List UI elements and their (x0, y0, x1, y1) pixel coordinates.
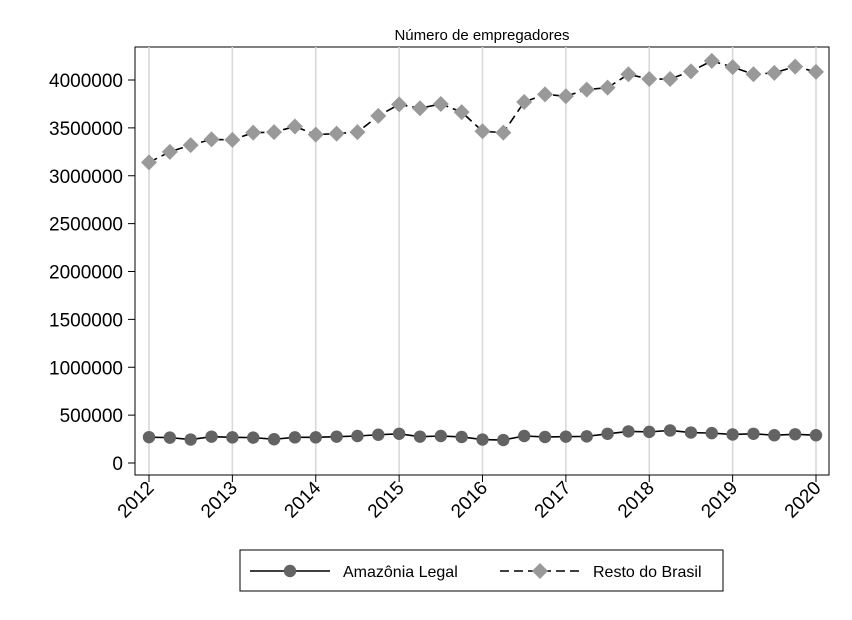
data-point (372, 428, 385, 441)
data-point (351, 429, 364, 443)
data-point (349, 124, 366, 141)
data-point (808, 63, 824, 80)
data-point (411, 100, 428, 117)
data-point (643, 425, 656, 439)
y-tick-label: 4000000 (49, 71, 123, 92)
data-point (601, 427, 614, 440)
data-point (517, 429, 531, 443)
y-tick-label: 3000000 (49, 167, 123, 188)
data-point (495, 124, 512, 141)
data-point (578, 81, 595, 98)
data-point (309, 431, 322, 444)
data-point (142, 430, 156, 444)
data-point (559, 430, 573, 443)
data-point (474, 123, 491, 140)
data-point (620, 66, 637, 83)
x-tick-label: 2014 (281, 477, 326, 522)
grid-lines (148, 47, 817, 475)
legend-marker (283, 564, 297, 578)
data-point (413, 430, 427, 443)
data-point (622, 425, 635, 438)
series-0 (142, 424, 823, 447)
data-point (703, 52, 720, 69)
data-point (662, 71, 679, 88)
data-point (184, 433, 197, 446)
data-point (557, 88, 574, 105)
x-tick-label: 2017 (531, 478, 576, 523)
data-point (205, 430, 218, 443)
x-tick-label: 2015 (364, 478, 409, 523)
data-point (726, 428, 739, 441)
data-point (370, 107, 387, 124)
x-tick-label: 2020 (781, 478, 826, 523)
data-point (432, 95, 449, 112)
y-axis: 0 500000 1000000 1500000 2000000 2500000 30000… (49, 47, 136, 475)
chart-title: Número de empregadores (394, 27, 569, 44)
x-axis: 2012 2013 2014 2015 2016 2017 2018 2019 2020 (114, 474, 829, 523)
x-tick-label: 2016 (447, 478, 492, 523)
data-point (684, 426, 698, 439)
data-point (286, 118, 303, 135)
legend: Amazônia Legal Resto do Brasil (239, 549, 724, 592)
x-tick-label: 2018 (614, 478, 659, 523)
data-point (455, 430, 468, 444)
data-point (580, 430, 593, 443)
data-point (182, 137, 199, 154)
data-point (788, 428, 802, 441)
legend-entry: Resto do Brasil (500, 563, 702, 581)
data-point (809, 429, 823, 442)
data-point (663, 424, 677, 437)
legend-label: Resto do Brasil (593, 564, 702, 581)
data-point (641, 71, 658, 88)
y-tick-label: 1500000 (49, 310, 123, 331)
legend-marker (532, 563, 548, 579)
series-layer (141, 52, 824, 447)
data-point (266, 124, 283, 141)
data-point (288, 431, 302, 444)
data-point (226, 431, 239, 444)
data-point (330, 430, 343, 443)
y-tick-label: 1000000 (49, 358, 123, 379)
data-point (163, 431, 177, 444)
data-point (705, 426, 718, 440)
data-point (745, 66, 762, 83)
data-point (224, 131, 241, 148)
data-point (245, 124, 262, 141)
data-point (516, 94, 533, 111)
data-point (724, 59, 741, 76)
data-point (599, 79, 616, 96)
series-1 (141, 52, 824, 171)
data-point (434, 429, 448, 443)
data-point (203, 131, 220, 148)
data-point (453, 104, 470, 121)
legend-entry: Amazônia Legal (250, 564, 458, 581)
data-point (391, 96, 408, 113)
y-tick-label: 500000 (60, 406, 123, 427)
data-point (267, 433, 281, 446)
data-point (497, 433, 510, 447)
data-point (766, 64, 783, 81)
x-tick-label: 2013 (197, 478, 242, 523)
data-point (538, 430, 552, 444)
data-point (141, 154, 157, 171)
data-point (247, 431, 260, 444)
data-point (747, 427, 760, 440)
y-tick-label: 2500000 (49, 215, 123, 236)
data-point (476, 433, 489, 446)
data-point (682, 63, 699, 80)
y-tick-label: 3500000 (49, 119, 123, 140)
data-point (307, 126, 324, 143)
legend-label: Amazônia Legal (343, 564, 458, 581)
x-tick-label: 2019 (697, 478, 742, 523)
data-point (161, 143, 178, 160)
x-tick-label: 2012 (114, 478, 159, 523)
data-point (392, 427, 406, 440)
data-point (768, 429, 781, 442)
data-point (328, 125, 345, 142)
data-point (787, 58, 804, 75)
y-tick-label: 2000000 (49, 263, 123, 284)
y-tick-label: 0 (112, 454, 123, 475)
data-point (537, 86, 554, 103)
